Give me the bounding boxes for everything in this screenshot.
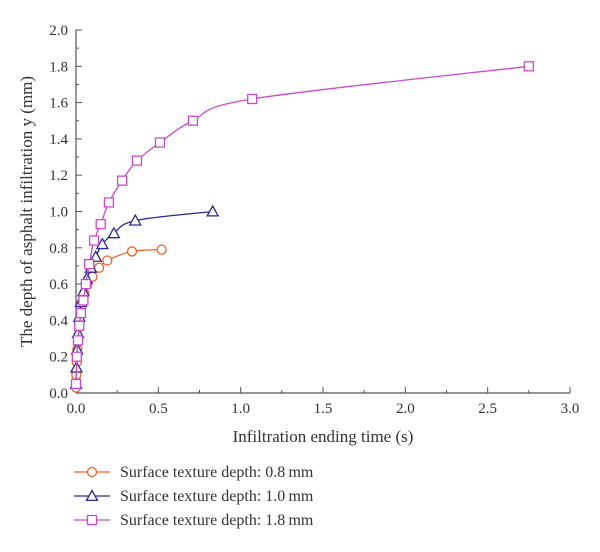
y-tick-label: 2.0	[49, 23, 68, 39]
x-tick-label: 0.0	[67, 401, 86, 417]
legend-item: Surface texture depth: 1.8 mm	[74, 512, 314, 529]
x-tick-label: 1.5	[314, 401, 333, 417]
data-point	[72, 379, 81, 388]
y-tick-label: 1.4	[49, 132, 68, 148]
series-line	[76, 66, 529, 384]
y-tick-label: 0.8	[49, 241, 68, 257]
data-point	[127, 247, 136, 256]
x-axis-label: Infiltration ending time (s)	[233, 427, 414, 446]
legend-label: Surface texture depth: 1.8 mm	[120, 512, 314, 529]
y-tick-label: 0.6	[49, 277, 68, 293]
x-tick-label: 3.0	[561, 401, 580, 417]
data-point	[157, 245, 166, 254]
axes: 0.0 0.5 1.0 1.5 2.0 2.5 3.0 0.0 0.2 0.4 0.6 0.8 1.0 1…	[49, 23, 579, 417]
data-point	[79, 296, 88, 305]
data-point	[103, 256, 112, 265]
data-point	[188, 116, 197, 125]
y-tick-label: 1.2	[49, 168, 68, 184]
data-point	[248, 94, 257, 103]
data-point	[132, 156, 141, 165]
x-tick-label: 2.5	[478, 401, 497, 417]
y-tick-label: 0.4	[49, 313, 68, 329]
data-point	[73, 336, 82, 345]
data-point	[76, 309, 85, 318]
data-point	[85, 260, 94, 269]
y-tick-label: 1.6	[49, 96, 68, 112]
y-axis-label: The depth of asphalt infiltration y (mm)	[17, 76, 36, 347]
legend-item: Surface texture depth: 1.0 mm	[74, 488, 314, 505]
x-tick-label: 2.0	[396, 401, 415, 417]
data-point	[96, 220, 105, 229]
y-tick-label: 1.0	[49, 205, 68, 221]
legend-marker	[88, 516, 97, 525]
legend-marker	[88, 468, 97, 477]
legend-label: Surface texture depth: 0.8 mm	[120, 464, 314, 481]
y-tick-label: 0.0	[49, 386, 68, 402]
legend: Surface texture depth: 0.8 mm Surface tex…	[74, 464, 314, 529]
x-tick-label: 1.0	[231, 401, 250, 417]
legend-item: Surface texture depth: 0.8 mm	[74, 464, 314, 481]
data-point	[118, 176, 127, 185]
data-point	[207, 206, 218, 216]
data-point	[72, 352, 81, 361]
y-tick-label: 1.8	[49, 59, 68, 75]
x-tick-label: 0.5	[149, 401, 168, 417]
y-tick-label: 0.2	[49, 350, 68, 366]
data-point	[155, 138, 164, 147]
data-point	[90, 236, 99, 245]
series-layer	[71, 62, 534, 392]
series-triangle	[71, 206, 219, 388]
data-point	[524, 62, 533, 71]
legend-label: Surface texture depth: 1.0 mm	[120, 488, 314, 505]
data-point	[75, 321, 84, 330]
data-point	[104, 198, 113, 207]
data-point	[81, 280, 90, 289]
